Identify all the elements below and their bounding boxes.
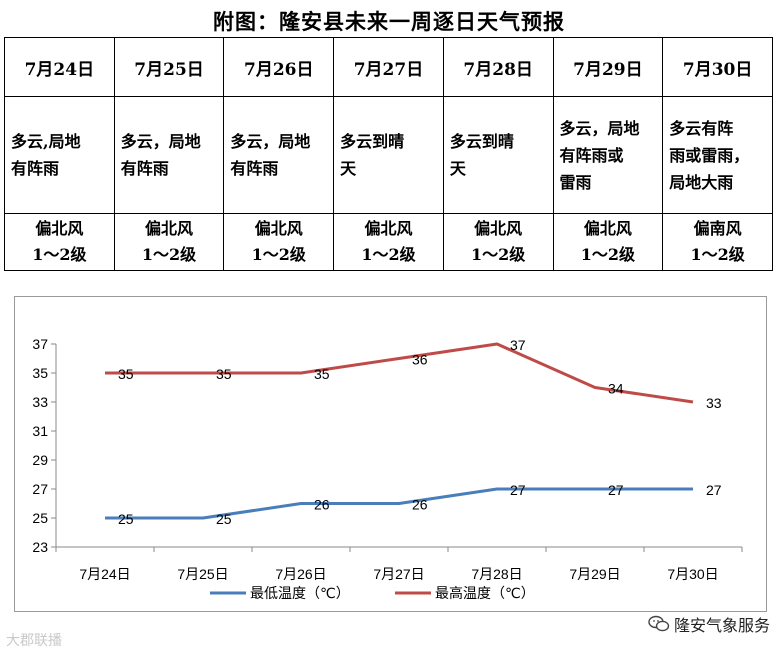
- weather-line: 天: [340, 159, 357, 178]
- forecast-weather-cell: 多云到晴 天: [333, 96, 444, 214]
- x-tick-label: 7月25日: [177, 566, 228, 582]
- wechat-watermark: 隆安气象服务: [648, 612, 770, 636]
- wind-level: 1～2级: [690, 245, 745, 264]
- forecast-weather-cell: 多云，局地 有阵雨或 雷雨: [552, 96, 664, 214]
- weather-line: 多云有阵: [669, 118, 734, 138]
- weather-line: 有阵雨: [11, 159, 60, 178]
- y-tick-label: 27: [32, 481, 48, 497]
- watermark-text: 隆安气象服务: [673, 616, 770, 635]
- y-tick-label: 25: [32, 510, 48, 526]
- forecast-date-cell: 7月29日: [552, 37, 664, 97]
- forecast-wind-cell: 偏北风 1～2级: [4, 213, 115, 271]
- x-tick-label: 7月27日: [373, 566, 424, 582]
- data-label: 36: [412, 352, 428, 368]
- data-label: 35: [118, 366, 134, 382]
- data-label: 26: [314, 497, 330, 513]
- forecast-date-cell: 7月27日: [333, 37, 444, 97]
- data-label: 33: [706, 395, 722, 411]
- data-label: 35: [314, 366, 330, 382]
- wind-direction: 偏北风: [583, 219, 632, 238]
- y-tick-label: 35: [32, 365, 48, 381]
- page-title: 附图：隆安县未来一周逐日天气预报: [213, 9, 565, 34]
- weather-line: 有阵雨: [230, 159, 279, 178]
- wind-level: 1～2级: [580, 245, 635, 264]
- corner-watermark: 大郡联播: [6, 633, 62, 649]
- forecast-wind-row: 偏北风 1～2级 偏北风 1～2级 偏北风 1～2级 偏北风 1～2级 偏北风 …: [4, 213, 773, 271]
- data-label: 27: [608, 482, 624, 498]
- x-tick-label: 7月26日: [275, 566, 326, 582]
- weather-line: 多云，局地: [559, 118, 640, 138]
- wind-direction: 偏北风: [145, 219, 194, 238]
- data-label: 37: [510, 337, 526, 353]
- weather-line: 多云,局地: [11, 132, 81, 151]
- forecast-date-cell: 7月28日: [442, 37, 554, 97]
- forecast-weather-cell: 多云，局地 有阵雨: [113, 96, 225, 214]
- data-label: 27: [706, 482, 722, 498]
- y-tick-label: 33: [32, 394, 48, 410]
- x-tick-label: 7月28日: [471, 566, 522, 582]
- weather-line: 有阵雨或: [559, 145, 624, 165]
- x-tick-label: 7月30日: [667, 566, 718, 582]
- series-line-max-temp: [105, 342, 694, 404]
- legend-label: 最低温度（℃）: [250, 586, 350, 602]
- series-line-min-temp: [105, 487, 693, 520]
- forecast-date-cell: 7月25日: [113, 37, 225, 97]
- forecast-weather-cell: 多云，局地 有阵雨: [223, 96, 335, 214]
- data-label: 35: [216, 366, 232, 382]
- wind-level: 1～2级: [32, 245, 87, 264]
- x-tick-label: 7月29日: [569, 566, 620, 582]
- wind-level: 1～2级: [141, 245, 197, 264]
- forecast-wind-cell: 偏南风 1～2级: [662, 213, 773, 271]
- temperature-chart-frame: 23 25 27 29 31 33 35 37 7月24日 7月25日 7月26日 7月27日 7月28…: [14, 296, 767, 612]
- forecast-weather-cell: 多云有阵 雨或雷雨， 局地大雨: [662, 96, 773, 214]
- wind-level: 1～2级: [361, 245, 416, 264]
- forecast-weather-cell: 多云,局地 有阵雨: [4, 96, 115, 214]
- weather-line: 多云，局地: [120, 132, 201, 151]
- weather-line: 雷雨: [559, 172, 592, 192]
- weather-line: 多云，局地: [230, 132, 311, 151]
- wind-level: 1～2级: [251, 245, 306, 264]
- wind-direction: 偏北风: [474, 219, 523, 238]
- forecast-table: 7月24日 7月25日 7月26日 7月27日 7月28日 7月29日 7月30…: [4, 37, 773, 271]
- weather-line: 雨或雷雨，: [669, 145, 750, 165]
- wind-level: 1～2级: [471, 245, 526, 264]
- data-label: 27: [510, 482, 526, 498]
- weather-line: 有阵雨: [120, 159, 169, 178]
- forecast-wind-cell: 偏北风 1～2级: [333, 213, 444, 271]
- wind-direction: 偏南风: [693, 219, 742, 238]
- data-label: 25: [216, 511, 232, 527]
- y-tick-label: 31: [32, 423, 48, 439]
- forecast-date-cell: 7月24日: [4, 37, 115, 97]
- wechat-icon: [648, 615, 670, 632]
- forecast-wind-cell: 偏北风 1～2级: [223, 213, 335, 271]
- weather-line: 局地大雨: [669, 172, 734, 192]
- forecast-wind-cell: 偏北风 1～2级: [552, 213, 664, 271]
- y-tick-label: 23: [32, 539, 48, 555]
- forecast-date-cell: 7月30日: [662, 37, 773, 97]
- legend-label: 最高温度（℃）: [435, 585, 535, 602]
- weather-line: 多云到晴: [449, 132, 514, 151]
- wind-direction: 偏北风: [254, 219, 303, 238]
- data-label: 25: [118, 511, 134, 527]
- x-tick-label: 7月24日: [79, 566, 130, 582]
- forecast-date-cell: 7月26日: [223, 37, 335, 97]
- wind-direction: 偏北风: [35, 219, 84, 238]
- weather-line: 多云到晴: [340, 132, 405, 151]
- data-label: 34: [608, 381, 624, 397]
- forecast-wind-cell: 偏北风 1～2级: [113, 213, 225, 271]
- forecast-weather-row: 多云,局地 有阵雨 多云，局地 有阵雨 多云，局地 有阵雨 多云到晴 天 多云到…: [4, 96, 773, 214]
- y-tick-label: 29: [32, 452, 48, 468]
- weather-line: 天: [449, 159, 466, 178]
- wind-direction: 偏北风: [364, 219, 413, 238]
- y-tick-label: 37: [32, 336, 48, 352]
- forecast-weather-cell: 多云到晴 天: [442, 96, 554, 214]
- forecast-date-row: 7月24日 7月25日 7月26日 7月27日 7月28日 7月29日 7月30…: [4, 37, 773, 97]
- forecast-wind-cell: 偏北风 1～2级: [442, 213, 554, 271]
- temperature-chart: 23 25 27 29 31 33 35 37 7月24日 7月25日 7月26日 7月27日 7月28…: [32, 336, 743, 602]
- data-label: 26: [412, 497, 428, 513]
